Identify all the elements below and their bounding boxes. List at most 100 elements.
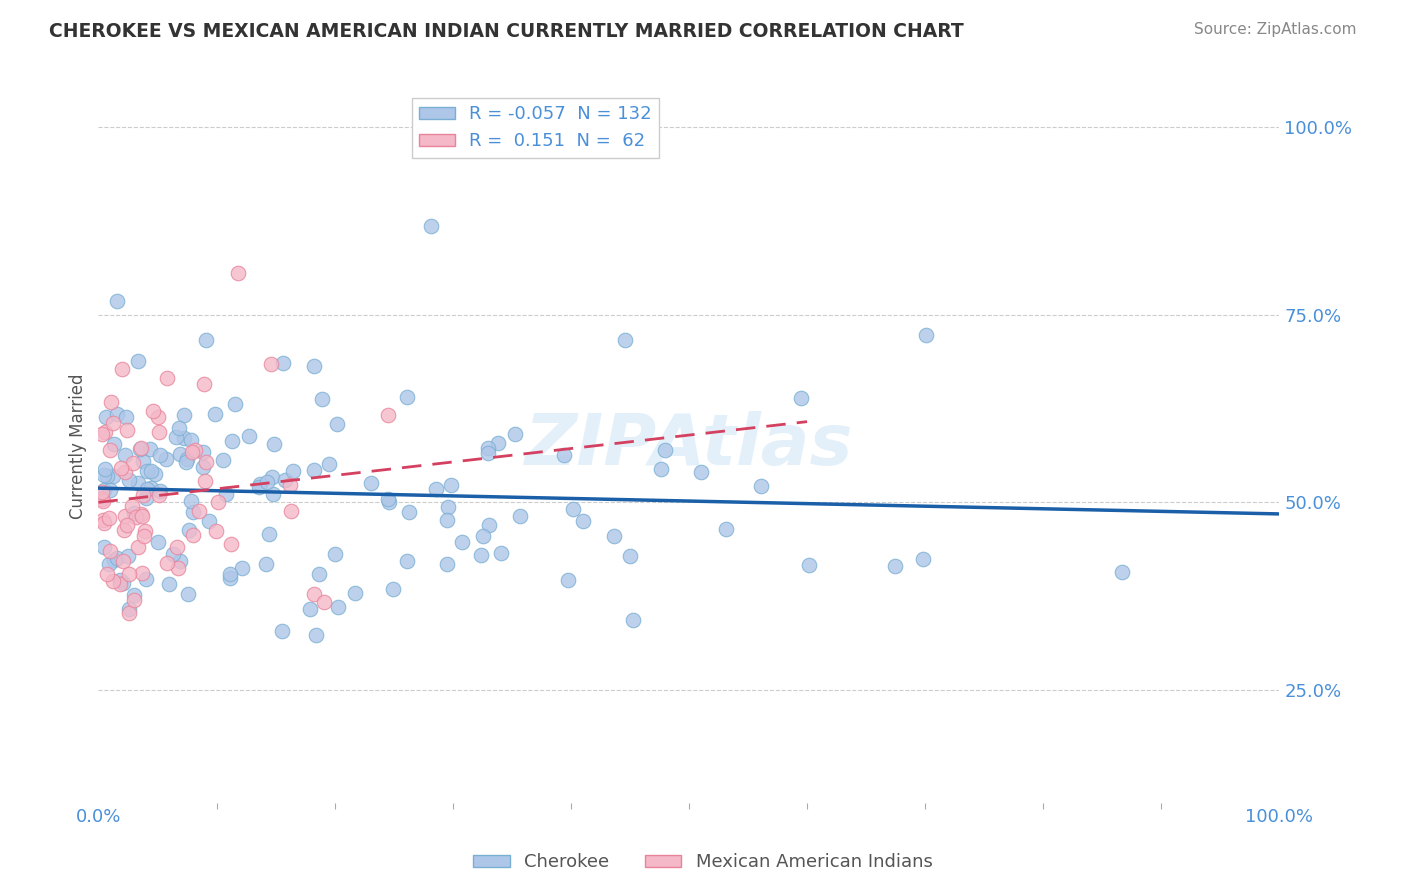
Point (440, 477, 463, 491)
Point (148, 483, 170, 498)
Point (212, 453, 235, 467)
Point (343, 586, 366, 600)
Point (314, 595, 336, 609)
Point (122, 592, 145, 607)
Point (98, 543, 121, 558)
Point (121, 499, 143, 513)
Point (136, 483, 159, 497)
Point (224, 397, 246, 411)
Point (470, 549, 492, 563)
Point (181, 445, 204, 459)
Point (177, 523, 200, 537)
Point (689, 465, 711, 479)
Point (93, 493, 115, 508)
Point (328, 599, 350, 614)
Point (614, 333, 637, 347)
Point (146, 535, 169, 549)
Point (100, 395, 122, 409)
Point (148, 409, 170, 424)
Point (195, 334, 218, 348)
Point (231, 560, 253, 574)
Point (155, 452, 177, 467)
Point (503, 426, 526, 441)
Point (382, 582, 405, 596)
Legend: Cherokee, Mexican American Indians: Cherokee, Mexican American Indians (467, 847, 939, 879)
Point (274, 473, 297, 487)
Point (420, 219, 443, 234)
Point (247, 479, 270, 493)
Point (98, 443, 121, 458)
Point (139, 481, 162, 495)
Point (117, 473, 139, 487)
Point (93, 540, 115, 554)
Point (96, 567, 118, 582)
Point (238, 429, 260, 443)
Point (184, 443, 207, 458)
Point (437, 500, 460, 514)
Point (118, 606, 141, 620)
Point (91, 484, 114, 499)
Point (486, 436, 509, 450)
Point (257, 526, 280, 541)
Point (173, 408, 195, 422)
Point (204, 524, 226, 538)
Point (105, 551, 128, 566)
Point (165, 430, 187, 444)
Point (299, 602, 322, 616)
Point (112, 523, 135, 537)
Point (111, 554, 134, 568)
Point (148, 425, 170, 439)
Point (271, 356, 294, 370)
Point (308, 567, 330, 582)
Point (129, 507, 152, 521)
Point (115, 517, 138, 532)
Point (108, 576, 131, 591)
Point (912, 551, 935, 566)
Point (94, 425, 117, 439)
Point (173, 431, 195, 445)
Point (260, 469, 283, 483)
Point (256, 475, 278, 490)
Point (149, 448, 172, 462)
Point (915, 327, 938, 342)
Point (226, 266, 249, 280)
Point (176, 587, 198, 601)
Point (180, 494, 202, 508)
Y-axis label: Currently Married: Currently Married (69, 373, 87, 519)
Point (219, 571, 242, 585)
Point (134, 524, 156, 539)
Point (156, 556, 179, 570)
Point (477, 441, 499, 455)
Point (436, 513, 458, 527)
Point (478, 517, 501, 532)
Point (215, 486, 238, 500)
Point (790, 391, 813, 405)
Point (93, 483, 115, 498)
Point (325, 547, 347, 561)
Point (139, 464, 162, 478)
Point (122, 456, 145, 470)
Point (103, 437, 125, 451)
Point (221, 434, 243, 448)
Point (562, 501, 585, 516)
Point (603, 529, 626, 543)
Point (169, 554, 191, 568)
Point (360, 476, 382, 491)
Point (883, 558, 905, 573)
Point (557, 573, 579, 587)
Point (489, 546, 512, 560)
Point (270, 624, 292, 638)
Point (114, 448, 136, 462)
Point (619, 549, 641, 563)
Point (157, 577, 180, 591)
Point (118, 602, 141, 616)
Point (176, 451, 198, 466)
Point (326, 417, 349, 431)
Point (131, 508, 153, 523)
Point (425, 482, 447, 496)
Point (167, 421, 190, 435)
Point (124, 506, 146, 520)
Point (98, 557, 121, 571)
Point (166, 540, 188, 554)
Point (105, 293, 128, 308)
